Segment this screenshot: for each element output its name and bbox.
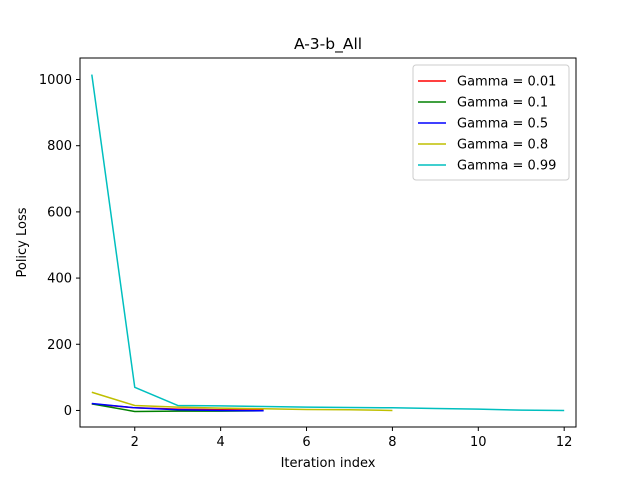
series-line-gamma-0-5 <box>91 402 264 412</box>
x-tick-label: 4 <box>217 435 225 450</box>
plot-frame <box>79 57 577 428</box>
legend-label: Gamma = 0.99 <box>457 159 556 174</box>
chart-title: A-3-b_All <box>294 35 362 54</box>
y-tick-label: 200 <box>47 338 72 353</box>
legend-label: Gamma = 0.01 <box>457 75 556 90</box>
legend-label: Gamma = 0.5 <box>457 117 548 132</box>
x-axis: 2 4 6 8 10 12 <box>131 427 573 450</box>
y-tick-label: 800 <box>47 139 72 154</box>
legend: Gamma = 0.01 Gamma = 0.1 Gamma = 0.5 Gamma … <box>412 64 570 181</box>
x-tick-label: 8 <box>388 435 396 450</box>
series-line-gamma-0-99 <box>91 74 565 412</box>
x-tick-label: 12 <box>556 435 573 450</box>
y-tick-label: 400 <box>47 272 72 287</box>
y-axis-label: Policy Loss <box>15 207 30 277</box>
y-tick-label: 0 <box>64 404 72 419</box>
y-tick-label: 600 <box>47 205 72 220</box>
series-line-gamma-0-8 <box>91 391 393 412</box>
legend-label: Gamma = 0.1 <box>457 96 548 111</box>
legend-label: Gamma = 0.8 <box>457 138 548 153</box>
x-axis-label: Iteration index <box>281 456 376 471</box>
x-tick-label: 6 <box>302 435 310 450</box>
x-tick-label: 2 <box>131 435 139 450</box>
plot-lines <box>91 74 565 413</box>
legend-frame <box>412 64 570 181</box>
y-axis: 0 200 400 600 800 1000 <box>39 73 80 419</box>
y-tick-label: 1000 <box>39 73 72 88</box>
x-tick-label: 10 <box>470 435 487 450</box>
